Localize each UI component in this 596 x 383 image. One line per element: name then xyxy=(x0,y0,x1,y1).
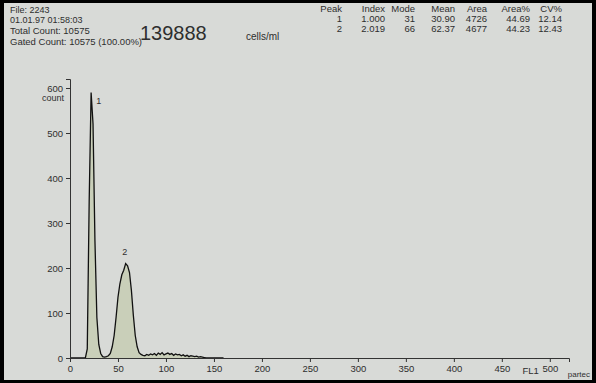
x-label: FL1 xyxy=(522,365,538,376)
tick-mark xyxy=(66,268,70,269)
tick: 150 xyxy=(207,358,223,374)
tick-label: 600 xyxy=(47,83,63,94)
tick-mark xyxy=(66,88,70,89)
screen xyxy=(4,3,592,380)
tick-mark xyxy=(214,358,215,362)
tick-mark xyxy=(66,133,70,134)
marks xyxy=(70,93,224,359)
tick-label: 100 xyxy=(159,363,175,374)
bezel xyxy=(0,0,596,383)
header-text: Gated Count: 10575 (100.00%) xyxy=(10,36,142,47)
table-cell: 4677 xyxy=(466,23,487,34)
tick: 200 xyxy=(254,358,270,374)
annotation: 1 xyxy=(96,96,101,106)
tick-label: 500 xyxy=(542,363,558,374)
tick: 400 xyxy=(446,358,462,374)
tick: 350 xyxy=(398,358,414,374)
header-text: cells/ml xyxy=(246,31,279,42)
tick-label: 250 xyxy=(302,363,318,374)
tick-label: 350 xyxy=(398,363,414,374)
tick-label: 500 xyxy=(47,128,63,139)
table-cell: 12.43 xyxy=(538,23,562,34)
tick-label: 0 xyxy=(58,353,63,364)
y-label: count xyxy=(42,93,65,103)
table-cell: 62.37 xyxy=(431,23,455,34)
tick-label: 400 xyxy=(47,173,63,184)
tick-mark xyxy=(502,358,503,362)
line xyxy=(70,93,224,359)
tick-mark xyxy=(66,358,70,359)
tick: 100 xyxy=(47,308,70,319)
brand: partec xyxy=(568,370,590,379)
tick: 300 xyxy=(47,218,70,229)
tick-label: 300 xyxy=(350,363,366,374)
y-axis: 0 100 200 300 400 500 600 xyxy=(47,80,70,364)
tick-mark xyxy=(454,358,455,362)
tick-mark xyxy=(262,358,263,362)
tick-mark xyxy=(66,313,70,314)
header-text: File: 2243 xyxy=(10,5,50,15)
tick: 100 xyxy=(159,358,175,374)
tick: 250 xyxy=(302,358,318,374)
x-axis: 0 50 100 150 200 250 300 350 400 450 500 xyxy=(68,358,570,374)
tick-label: 300 xyxy=(47,218,63,229)
tick-label: 450 xyxy=(494,363,510,374)
header-text: 01.01.97 01:58:03 xyxy=(10,15,83,25)
tick-label: 150 xyxy=(207,363,223,374)
chart: File: 224301.01.97 01:58:03Total Count: … xyxy=(0,0,596,383)
tick-label: 200 xyxy=(47,263,63,274)
table-cell: 66 xyxy=(404,23,415,34)
tick-mark xyxy=(66,178,70,179)
tick-mark xyxy=(118,358,119,362)
table-cell: 44.23 xyxy=(506,23,530,34)
tick-label: 200 xyxy=(254,363,270,374)
tick-mark xyxy=(166,358,167,362)
tick-mark xyxy=(310,358,311,362)
tick-label: 50 xyxy=(113,363,124,374)
tick: 500 xyxy=(47,128,70,139)
axis-line xyxy=(71,359,570,363)
axis-line xyxy=(66,80,71,359)
tick: 600 xyxy=(47,83,70,94)
table-cell: 2.019 xyxy=(361,23,385,34)
tick: 500 xyxy=(542,358,558,374)
tick-label: 0 xyxy=(68,363,73,374)
tick-mark xyxy=(550,358,551,362)
tick: 0 xyxy=(58,353,70,364)
tick: 50 xyxy=(113,358,124,374)
table-cell: 2 xyxy=(337,23,342,34)
tick: 400 xyxy=(47,173,70,184)
header-text: Total Count: 10575 xyxy=(10,25,90,36)
tick-mark xyxy=(406,358,407,362)
tick: 300 xyxy=(350,358,366,374)
annotation: 2 xyxy=(122,247,127,257)
tick: 450 xyxy=(494,358,510,374)
tick-mark xyxy=(358,358,359,362)
tick-label: 400 xyxy=(446,363,462,374)
tick: 0 xyxy=(68,358,73,374)
tick-label: 100 xyxy=(47,308,63,319)
header-text: 139888 xyxy=(140,22,207,44)
tick: 200 xyxy=(47,263,70,274)
tick-mark xyxy=(66,223,70,224)
area xyxy=(70,93,224,359)
